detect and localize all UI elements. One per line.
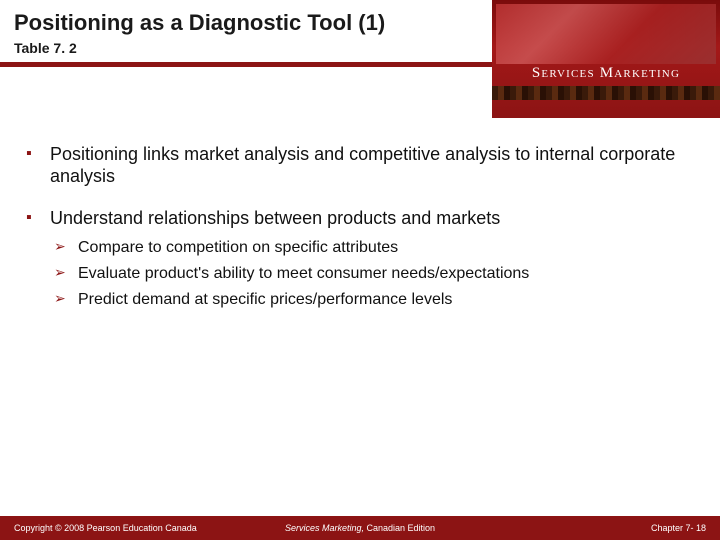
bullet-text: Understand relationships between product… (50, 208, 500, 228)
footer-page: Chapter 7- 18 (651, 523, 706, 533)
slide-subtitle: Table 7. 2 (14, 40, 77, 56)
slide-header: Positioning as a Diagnostic Tool (1) Tab… (0, 0, 720, 118)
bullet-item: Understand relationships between product… (20, 208, 700, 310)
sub-bullet-text: Compare to competition on specific attri… (78, 239, 398, 256)
sub-bullet-item: Predict demand at specific prices/perfor… (50, 290, 700, 310)
brand-text: Services Marketing (492, 65, 720, 82)
header-right-brand: Services Marketing (492, 0, 720, 118)
brand-strip (492, 86, 720, 100)
bullet-list: Positioning links market analysis and co… (20, 144, 700, 310)
sub-bullet-list: Compare to competition on specific attri… (50, 238, 700, 310)
slide-footer: Copyright © 2008 Pearson Education Canad… (0, 516, 720, 540)
slide: Positioning as a Diagnostic Tool (1) Tab… (0, 0, 720, 540)
sub-bullet-text: Evaluate product's ability to meet consu… (78, 265, 529, 282)
bullet-text: Positioning links market analysis and co… (50, 144, 675, 186)
sub-bullet-text: Predict demand at specific prices/perfor… (78, 291, 452, 308)
slide-body: Positioning links market analysis and co… (0, 130, 720, 330)
footer-copyright: Copyright © 2008 Pearson Education Canad… (14, 523, 197, 533)
sub-bullet-item: Compare to competition on specific attri… (50, 238, 700, 258)
bullet-item: Positioning links market analysis and co… (20, 144, 700, 188)
slide-title: Positioning as a Diagnostic Tool (1) (14, 10, 385, 36)
title-underline (0, 62, 492, 67)
footer-center-rest: Canadian Edition (364, 523, 435, 533)
brand-photo-placeholder (496, 4, 716, 64)
sub-bullet-item: Evaluate product's ability to meet consu… (50, 264, 700, 284)
footer-center-italic: Services Marketing, (285, 523, 364, 533)
header-left: Positioning as a Diagnostic Tool (1) Tab… (0, 0, 492, 118)
